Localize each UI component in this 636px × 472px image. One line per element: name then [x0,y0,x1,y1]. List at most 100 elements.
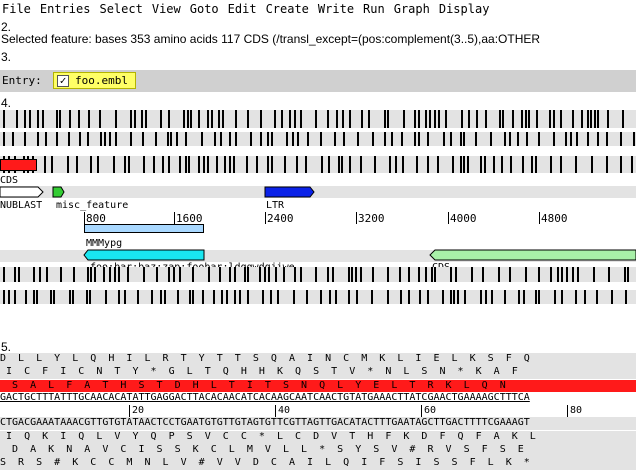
stop-codon-mark [141,110,143,128]
menu-file[interactable]: File [2,2,31,16]
stop-codon-mark [155,132,157,146]
menu-goto[interactable]: Goto [189,2,219,16]
forward-strand-features[interactable] [0,185,636,199]
stop-codon-mark [260,132,262,146]
stop-codon-mark [566,267,568,282]
stop-codon-mark [587,132,589,146]
forward-frame-1-track [0,110,636,128]
seq-ruler-label: 20 [132,405,145,416]
stop-codon-mark [391,132,393,146]
misc-feature-green [52,186,65,198]
stop-codon-mark [560,110,562,128]
stop-codon-mark [557,267,559,282]
stop-codon-mark [521,110,523,128]
stop-codon-mark [593,267,595,282]
stop-codon-mark [267,132,269,146]
stop-codon-mark [429,110,431,128]
stop-codon-mark [187,110,189,128]
stop-codon-mark [453,290,455,304]
stop-codon-mark [523,290,525,304]
menu-write[interactable]: Write [317,2,355,16]
checkbox-icon[interactable]: ✓ [57,75,69,87]
stop-codon-mark [270,290,272,304]
stop-codon-mark [518,290,520,304]
stop-codon-mark [24,110,26,128]
stop-codon-mark [577,267,579,282]
seq-ruler-label: 60 [424,405,437,416]
stop-codon-mark [374,156,376,173]
stop-codon-mark [192,267,194,282]
stop-codon-mark [25,290,27,304]
menu-create[interactable]: Create [265,2,309,16]
menu-display[interactable]: Display [438,2,490,16]
stop-codon-mark [145,110,147,128]
stop-codon-mark [296,156,298,173]
stop-codon-mark [134,110,136,128]
menu-view[interactable]: View [151,2,181,16]
stop-codon-mark [88,110,90,128]
stop-codon-mark [247,110,249,128]
stop-codon-mark [526,132,528,146]
reverse-strand-features[interactable] [0,248,636,262]
forward-frame-2-track [0,132,636,146]
stop-codon-mark [476,110,478,128]
stop-codon-mark [419,290,421,304]
stop-codon-mark [590,110,592,128]
section-marker-2: 2. [1,20,12,34]
stop-codon-mark [104,132,106,146]
menu-select[interactable]: Select [99,2,143,16]
stop-codon-mark [274,110,276,128]
stop-codon-mark [109,267,111,282]
stop-codon-mark [162,156,164,173]
stop-codon-mark [185,156,187,173]
forward-strand-track [0,186,636,198]
stop-codon-mark [553,132,555,146]
stop-codon-mark [418,110,420,128]
stop-codon-mark [329,290,331,304]
stop-codon-mark [130,110,132,128]
stop-codon-mark [113,156,115,173]
stop-codon-mark [485,110,487,128]
menu-edit[interactable]: Edit [227,2,257,16]
stop-codon-mark [348,267,350,282]
stop-codon-mark [342,110,344,128]
stop-codon-mark [348,290,350,304]
stop-codon-mark [606,132,608,146]
stop-codon-mark [384,110,386,128]
stop-codon-mark [372,267,374,282]
stop-codon-mark [401,132,403,146]
stop-codon-mark [480,290,482,304]
stop-codon-mark [235,132,237,146]
menu-run[interactable]: Run [363,2,385,16]
stop-codon-mark [620,156,622,173]
stop-codon-mark [37,110,39,128]
stop-codon-mark [463,132,465,146]
stop-codon-mark [79,132,81,146]
stop-codon-mark [271,156,273,173]
menu-entries[interactable]: Entries [39,2,91,16]
stop-codon-mark [490,132,492,146]
stop-codon-mark [115,132,117,146]
stop-codon-mark [351,267,353,282]
stop-codon-mark [327,110,329,128]
selection-status: Selected feature: bases 353 amino acids … [1,32,541,46]
stop-codon-mark [550,267,552,282]
cds-feature-red[interactable] [0,159,37,171]
menu-bar: File Entries Select View Goto Edit Create Write… [0,0,636,18]
stop-codon-mark [164,290,166,304]
stop-codon-mark [371,290,373,304]
stop-codon-mark [202,290,204,304]
stop-codon-mark [259,267,261,282]
stop-codon-mark [464,290,466,304]
stop-codon-mark [549,110,551,128]
stop-codon-mark [203,156,205,173]
entry-toggle-foo-embl[interactable]: ✓ foo.embl [53,72,136,89]
stop-codon-mark [402,156,404,173]
misc-feature-bar[interactable] [84,224,204,233]
menu-graph[interactable]: Graph [393,2,430,16]
stop-codon-mark [222,110,224,128]
ruler-label: 800 [86,212,106,225]
stop-codon-mark [336,110,338,128]
stop-codon-mark [338,156,340,173]
stop-codon-mark [611,290,613,304]
